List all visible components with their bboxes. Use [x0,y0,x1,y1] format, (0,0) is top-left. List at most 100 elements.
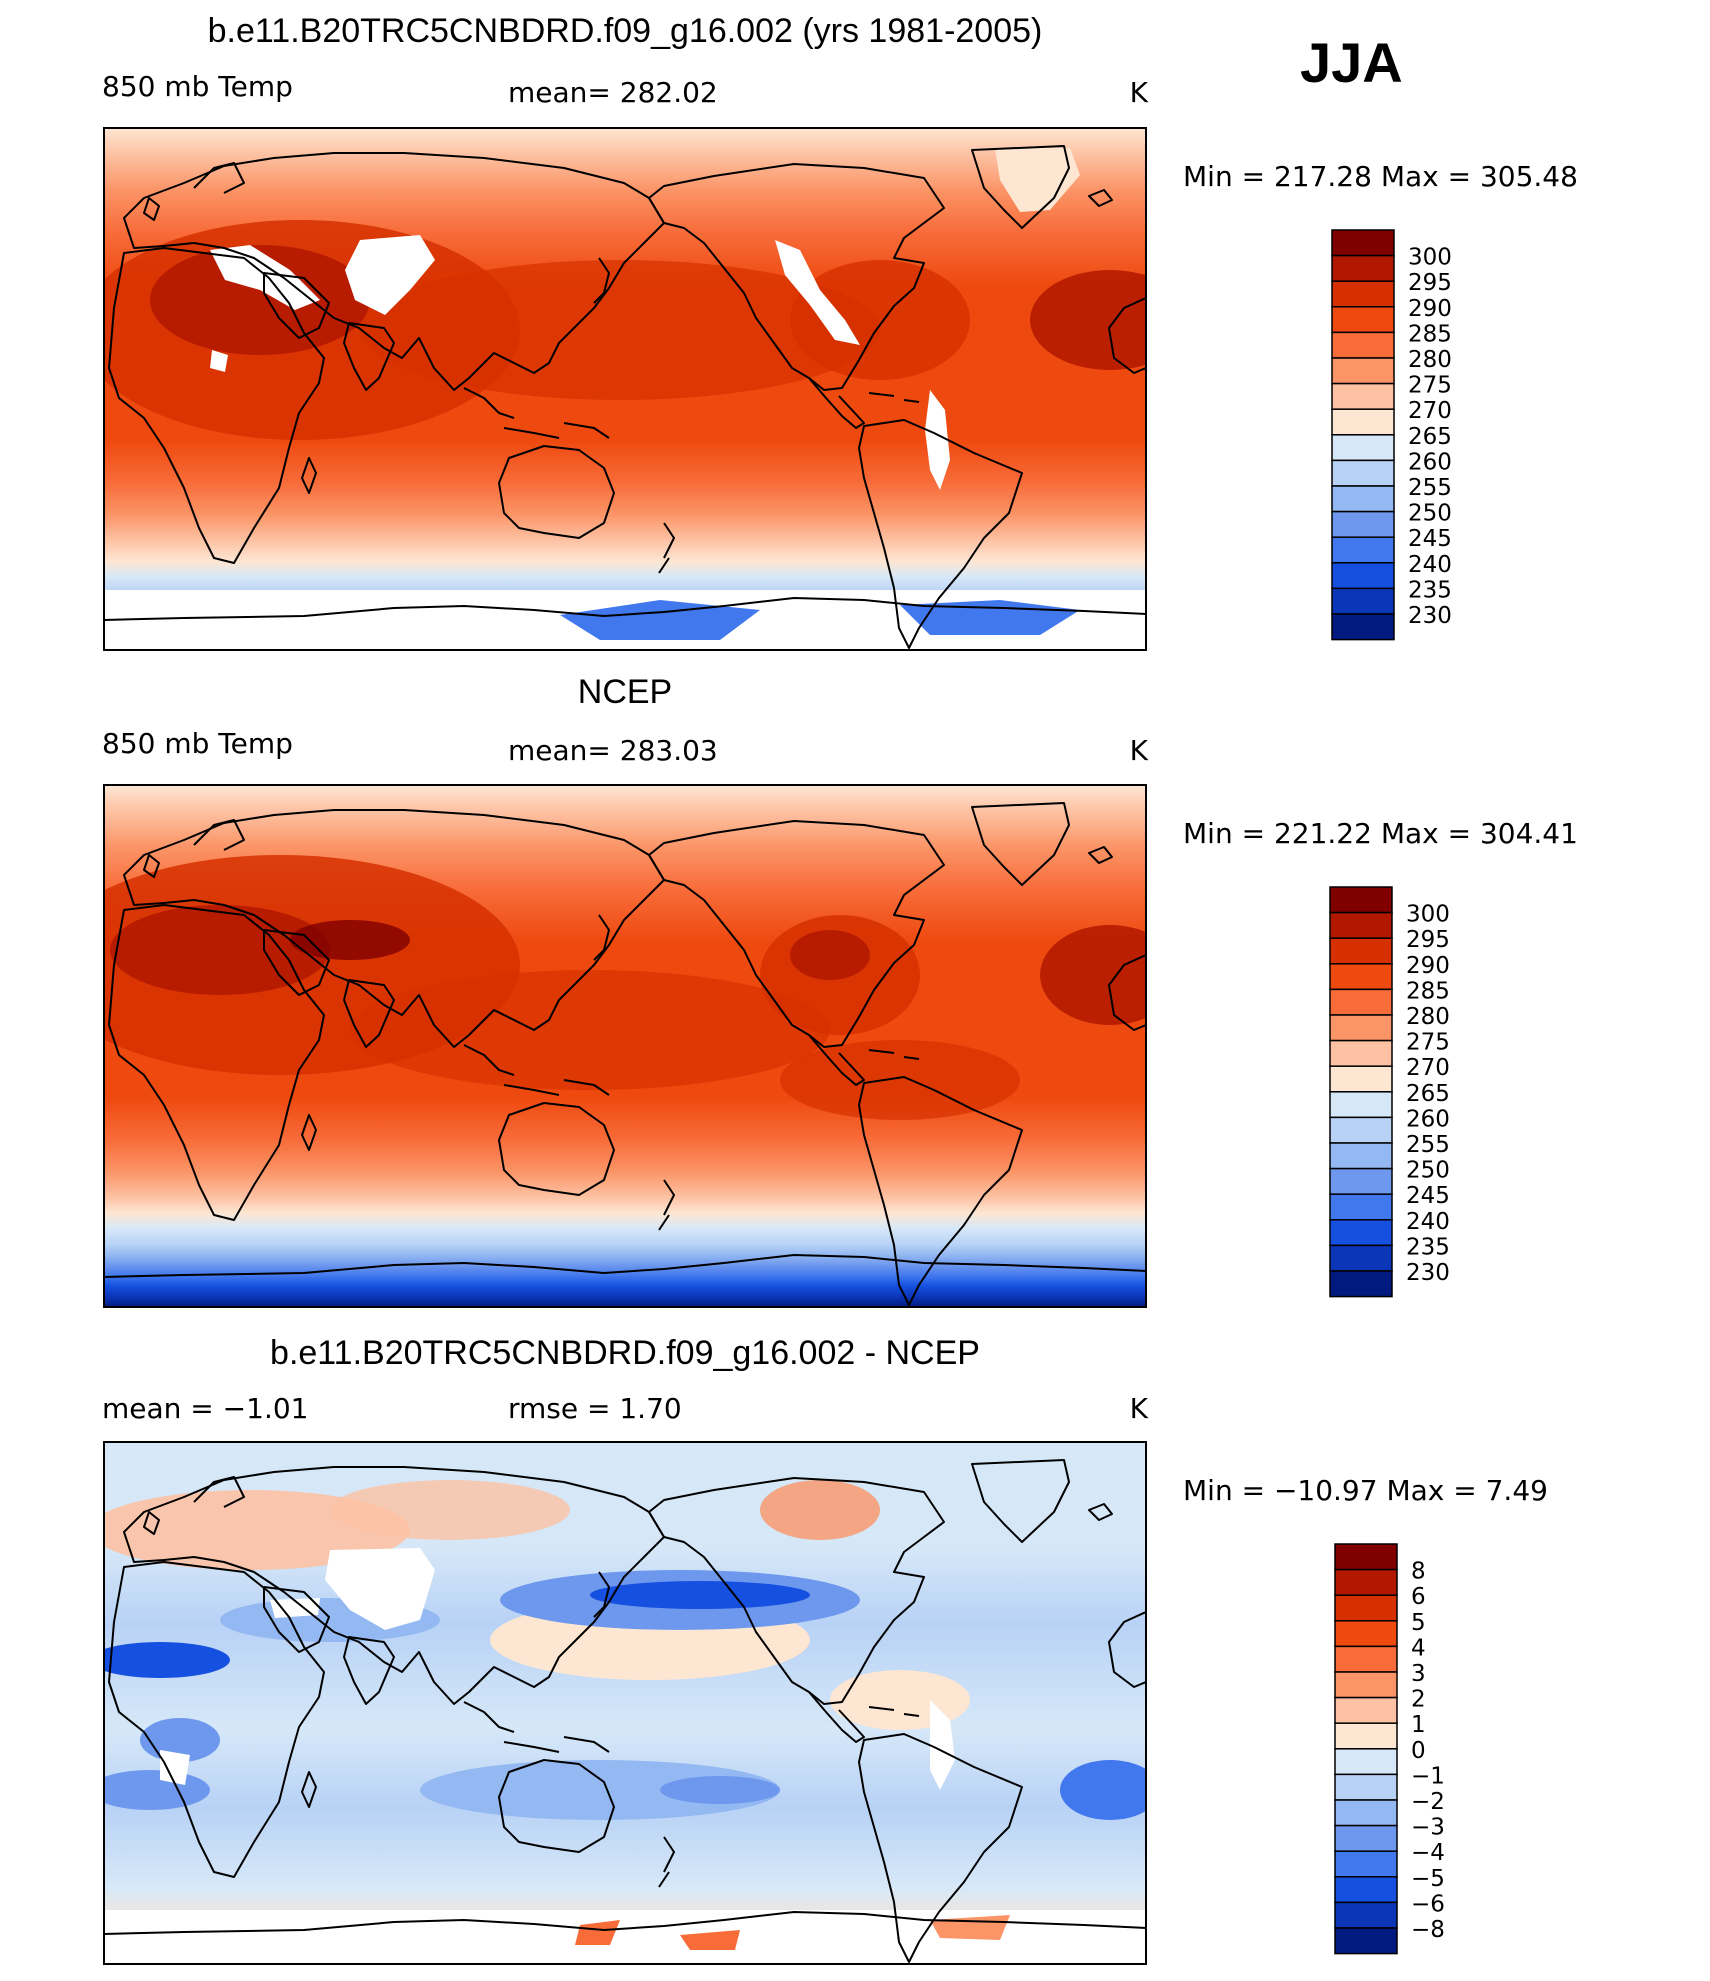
panel-model-colorbar: 3002952902852802752702652602552502452402… [1331,229,1452,641]
colorbar-cell [1331,382,1395,410]
colorbar-cell [1334,1645,1398,1673]
panel-model: b.e11.B20TRC5CNBDRD.f09_g16.002 (yrs 198… [102,12,1578,651]
panel-obs-units: K [1130,734,1149,767]
colorbar-tick-label: 4 [1411,1635,1426,1661]
colorbar-cell [1329,1014,1393,1042]
colorbar-tick-label: 290 [1406,953,1450,979]
colorbar-cell [1331,459,1395,487]
colorbar-tick-label: −3 [1411,1815,1445,1841]
colorbar-cell [1329,1167,1393,1195]
colorbar-cell [1334,1850,1398,1878]
colorbar-tick-label: 295 [1408,270,1452,296]
panel-obs-map [104,785,1146,1307]
colorbar-cell [1331,485,1395,513]
panel-model-units: K [1130,76,1149,109]
colorbar-cell [1329,1142,1393,1170]
colorbar-tick-label: −1 [1411,1763,1445,1789]
colorbar-tick-label: 240 [1406,1209,1450,1235]
colorbar-tick-label: 2 [1411,1687,1426,1713]
colorbar-cell [1331,229,1395,257]
colorbar-tick-label: 8 [1411,1559,1426,1585]
colorbar-tick-label: −6 [1411,1891,1445,1917]
colorbar-tick-label: 6 [1411,1584,1426,1610]
colorbar-tick-label: 280 [1408,347,1452,373]
colorbar-tick-label: 3 [1411,1661,1426,1687]
colorbar-tick-label: 240 [1408,552,1452,578]
panel-obs-minmax: Min = 221.22 Max = 304.41 [1183,817,1578,850]
colorbar-cell [1331,510,1395,538]
colorbar-tick-label: 275 [1408,373,1452,399]
colorbar-cell [1331,306,1395,334]
colorbar-tick-label: 230 [1408,603,1452,629]
colorbar-tick-label: 5 [1411,1610,1426,1636]
colorbar-tick-label: 280 [1406,1004,1450,1030]
colorbar-cell [1331,254,1395,282]
colorbar-tick-label: 255 [1406,1132,1450,1158]
colorbar-cell [1329,1116,1393,1144]
panel-obs-colorbar: 3002952902852802752702652602552502452402… [1329,886,1450,1298]
colorbar-cell [1334,1696,1398,1724]
panel-obs-mean: mean= 283.03 [508,734,718,767]
colorbar-tick-label: 270 [1408,398,1452,424]
colorbar-cell [1334,1722,1398,1750]
colorbar-cell [1329,911,1393,939]
colorbar-tick-label: 295 [1406,927,1450,953]
colorbar-tick-label: 230 [1406,1260,1450,1286]
panel-diff-title: b.e11.B20TRC5CNBDRD.f09_g16.002 - NCEP [270,1334,980,1372]
colorbar-cell [1331,331,1395,359]
colorbar-cell [1334,1927,1398,1955]
colorbar-tick-label: 250 [1406,1158,1450,1184]
colorbar-tick-label: 265 [1408,424,1452,450]
colorbar-tick-label: 1 [1411,1712,1426,1738]
colorbar-cell [1334,1594,1398,1622]
colorbar-cell [1331,434,1395,462]
panel-model-title: b.e11.B20TRC5CNBDRD.f09_g16.002 (yrs 198… [208,12,1043,50]
panel-obs-variable: 850 mb Temp [102,727,293,760]
colorbar-cell [1331,613,1395,641]
colorbar-cell [1329,1039,1393,1067]
colorbar-cell [1334,1620,1398,1648]
colorbar-cell [1331,587,1395,615]
colorbar-tick-label: 245 [1406,1183,1450,1209]
panel-diff-rmse: rmse = 1.70 [508,1392,682,1425]
panel-obs-title: NCEP [578,673,672,711]
colorbar-tick-label: 235 [1408,577,1452,603]
colorbar-cell [1334,1748,1398,1776]
colorbar-cell [1331,536,1395,564]
colorbar-cell [1329,1091,1393,1119]
colorbar-cell [1329,1270,1393,1298]
panel-model-minmax: Min = 217.28 Max = 305.48 [1183,160,1578,193]
colorbar-cell [1334,1799,1398,1827]
panel-obs: NCEP 850 mb Temp mean= 283.03 K Min = 22… [102,673,1578,1308]
colorbar-cell [1329,937,1393,965]
panel-model-map [104,128,1146,650]
colorbar-cell [1334,1568,1398,1596]
colorbar-tick-label: 260 [1406,1106,1450,1132]
colorbar-tick-label: 270 [1406,1055,1450,1081]
colorbar-tick-label: 245 [1408,526,1452,552]
panel-model-mean: mean= 282.02 [508,76,718,109]
colorbar-cell [1331,408,1395,436]
colorbar-tick-label: 290 [1408,296,1452,322]
colorbar-tick-label: 265 [1406,1081,1450,1107]
colorbar-tick-label: 285 [1406,978,1450,1004]
panel-model-variable: 850 mb Temp [102,70,293,103]
colorbar-cell [1334,1901,1398,1929]
colorbar-cell [1331,357,1395,385]
colorbar-tick-label: 275 [1406,1030,1450,1056]
colorbar-cell [1331,562,1395,590]
panel-diff-units: K [1130,1392,1149,1425]
colorbar-tick-label: 235 [1406,1234,1450,1260]
colorbar-tick-label: −2 [1411,1789,1445,1815]
colorbar-cell [1331,280,1395,308]
panel-diff-mean: mean = −1.01 [102,1392,308,1425]
colorbar-tick-label: −5 [1411,1866,1445,1892]
colorbar-tick-label: −4 [1411,1840,1445,1866]
colorbar-cell [1334,1876,1398,1904]
colorbar-tick-label: −8 [1411,1917,1445,1943]
colorbar-cell [1329,1244,1393,1272]
colorbar-tick-label: 255 [1408,475,1452,501]
colorbar-cell [1329,1065,1393,1093]
